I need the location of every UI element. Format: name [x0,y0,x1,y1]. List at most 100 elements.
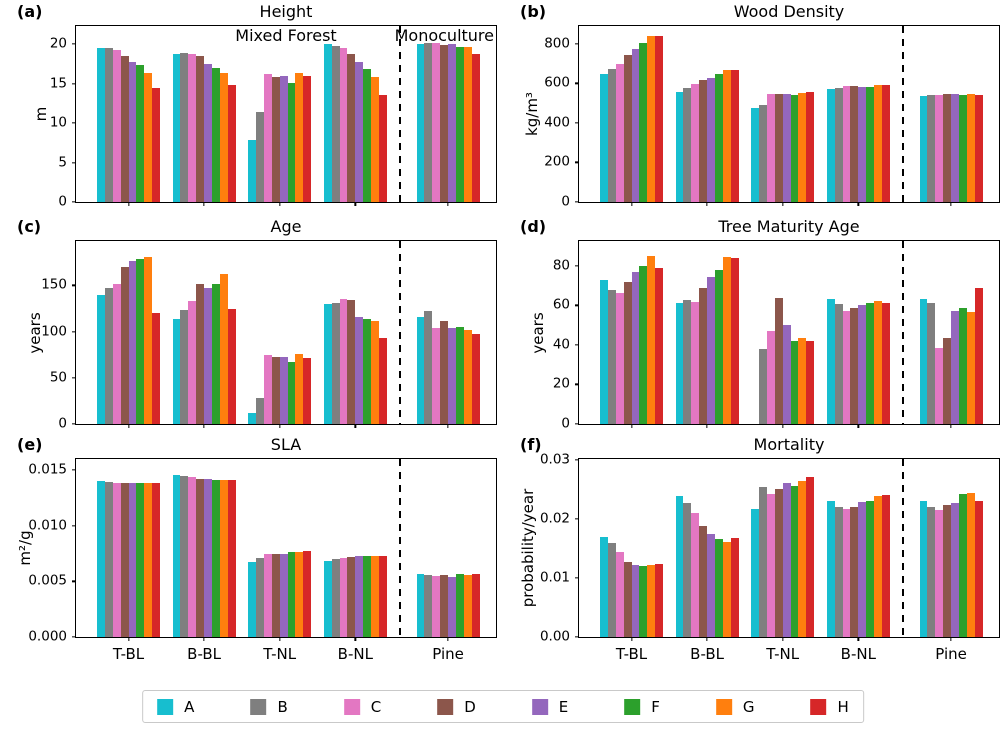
bar-e-t-nl-A [248,562,257,637]
bar-a-t-nl-C [263,74,272,202]
bar-d-b-bl-A [675,303,684,424]
bar-b-pine-H [974,95,983,202]
panel-letter-b: (b) [520,2,547,21]
y-axis-label-mortality: probability/year [519,488,537,608]
x-tick-label-b-bl: B-BL [187,645,222,663]
x-tick-mark [630,202,633,206]
bar-f-b-bl-D [699,526,708,637]
bar-a-b-bl-A [172,53,181,202]
bar-d-b-nl-E [858,305,867,424]
bar-d-t-bl-A [600,279,608,424]
bar-d-pine-H [974,288,983,424]
bar-b-t-nl-A [751,108,760,202]
bar-b-b-nl-A [826,89,835,202]
bar-e-b-nl-C [339,558,348,637]
bar-e-t-nl-D [271,553,280,637]
bar-d-pine-F [958,308,967,424]
x-tick-mark [630,637,633,641]
bar-c-t-nl-D [271,356,280,424]
bar-b-pine-D [943,94,952,202]
bar-a-pine-C [432,43,441,202]
bar-f-b-nl-G [874,496,882,637]
legend-item-A: A [157,698,194,716]
legend-item-D: D [437,698,476,716]
bar-a-t-nl-D [271,77,280,202]
bar-d-t-bl-E [631,271,640,424]
bar-c-b-nl-A [323,303,332,424]
y-tick-label: 200 [544,153,570,170]
bar-e-t-bl-B [104,482,113,637]
x-tick-mark [950,424,952,428]
y-tick-label: 0.03 [539,451,570,468]
y-tick-mark [72,377,76,379]
y-tick-label: 20 [49,35,67,52]
bar-c-b-bl-A [172,318,181,424]
y-axis-label-height: m [32,106,50,122]
y-tick-label: 0.015 [28,461,67,478]
bar-c-b-nl-F [363,318,372,424]
y-tick-label: 5 [58,153,67,170]
region-label-mixed-forest: Mixed Forest [235,26,337,45]
plot-area-wood-density: 0 200 400 600 800 [544,25,1000,208]
x-tick-label-b-bl: B-BL [690,645,725,663]
panel-title-height: Height [259,2,313,21]
bar-f-t-nl-G [798,480,807,637]
bar-e-pine-C [432,575,441,637]
bar-d-t-bl-G [647,255,656,424]
bar-c-b-nl-H [378,338,387,424]
y-tick-label: 0.00 [539,628,570,645]
bar-b-t-bl-C [615,64,624,202]
bar-b-b-bl-A [675,92,684,202]
panel-title-tree-maturity-age: Tree Maturity Age [718,217,860,236]
monoculture-separator-line [399,241,402,424]
bar-b-pine-F [958,95,967,202]
y-tick-label: 0.005 [28,572,67,589]
x-tick-label-t-bl: T-BL [112,645,145,663]
bar-e-b-bl-E [204,479,212,637]
bar-c-t-nl-A [248,412,257,424]
bar-b-b-nl-H [881,84,890,202]
bar-f-pine-G [966,492,975,637]
bar-c-t-bl-E [128,261,137,424]
bar-b-t-bl-E [631,49,640,202]
y-tick-mark [575,43,579,45]
bar-b-b-bl-G [722,69,731,202]
bar-d-b-bl-E [707,276,715,424]
bar-a-b-bl-E [204,63,212,202]
x-tick-label-t-bl: T-BL [615,645,648,663]
bar-d-t-nl-C [766,331,775,424]
y-tick-mark [575,122,579,124]
bar-b-b-nl-B [834,87,843,202]
panel-age: (c) Age years 0 50 100 150 [17,217,497,430]
bar-c-b-bl-G [219,274,228,424]
panel-tree-maturity-age: (d) Tree Maturity Age years 0 20 40 60 80 [520,217,1000,430]
bar-d-t-nl-E [782,325,791,424]
bar-e-t-nl-H [303,551,312,637]
bar-d-b-bl-F [714,269,723,424]
bar-b-b-nl-C [842,85,851,202]
legend-swatch-E [531,698,548,715]
bar-c-pine-E [448,327,456,424]
region-label-monoculture: Monoculture [394,26,494,45]
legend-swatch-A [157,698,174,715]
x-tick-mark [354,202,356,206]
panel-letter-a: (a) [17,2,43,21]
x-tick-mark [447,202,449,206]
y-tick-label: 600 [544,74,570,91]
x-tick-mark [447,424,449,428]
y-tick-mark [575,161,579,164]
bar-f-b-bl-E [707,533,715,637]
bar-e-b-nl-F [363,555,372,637]
bar-c-b-nl-B [331,302,340,424]
bar-e-t-bl-E [128,483,137,637]
legend-label-F: F [651,697,660,716]
legend-swatch-F [624,698,641,715]
bar-f-b-nl-F [866,500,875,637]
x-tick-mark [279,202,281,206]
bar-a-t-nl-F [287,82,296,202]
y-tick-label: 0.010 [28,517,67,533]
y-tick-mark [575,459,579,461]
bar-d-b-nl-H [881,303,890,424]
y-tick-label: 0 [58,415,67,432]
bar-b-pine-C [935,95,944,202]
